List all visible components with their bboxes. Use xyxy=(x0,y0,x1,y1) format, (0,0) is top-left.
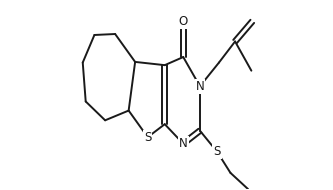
Text: N: N xyxy=(179,137,187,150)
Text: N: N xyxy=(195,80,204,93)
Text: S: S xyxy=(213,145,221,158)
Text: O: O xyxy=(178,15,188,28)
Text: S: S xyxy=(144,131,152,144)
